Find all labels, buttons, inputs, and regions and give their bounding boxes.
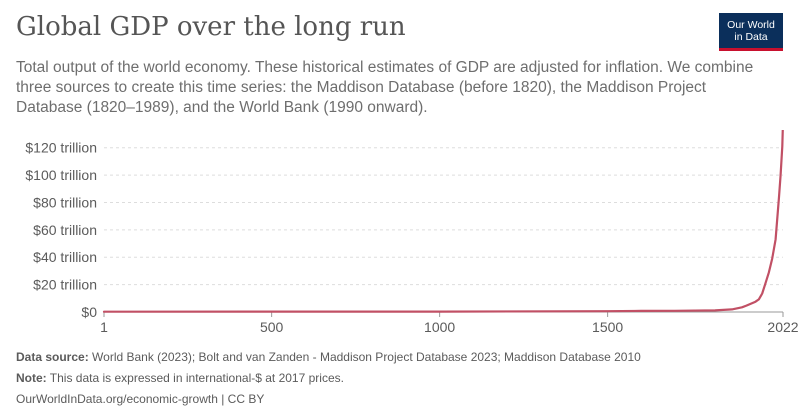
y-tick-label: $120 trillion [25, 140, 97, 156]
chart-subtitle: Total output of the world economy. These… [16, 59, 754, 116]
source-label: Data source: [16, 350, 89, 364]
x-tick-label: 1500 [592, 319, 623, 335]
chart-title: Global GDP over the long run [16, 12, 406, 42]
note-line: Note: This data is expressed in internat… [16, 371, 344, 385]
logo-line-1: Our World [727, 18, 775, 31]
data-source-line: Data source: World Bank (2023); Bolt and… [16, 350, 641, 364]
y-tick-label: $60 trillion [33, 222, 97, 238]
x-tick-label: 1000 [424, 319, 455, 335]
owid-logo[interactable]: Our World in Data [719, 13, 783, 51]
x-tick-label: 1 [100, 319, 108, 335]
gdp-line-chart: $0 $20 trillion $40 trillion $60 trillion $8… [25, 130, 799, 335]
source-text: World Bank (2023); Bolt and van Zanden -… [88, 350, 641, 364]
y-tick-label: $20 trillion [33, 277, 97, 293]
y-tick-label: $0 [81, 304, 97, 320]
note-label: Note: [16, 371, 47, 385]
gdp-series-line [102, 130, 784, 313]
logo-line-2: in Data [734, 30, 768, 43]
source-url[interactable]: OurWorldInData.org/economic-growth | CC … [16, 392, 265, 406]
y-tick-label: $40 trillion [33, 249, 97, 265]
y-tick-label: $100 trillion [25, 167, 97, 183]
y-tick-label: $80 trillion [33, 194, 97, 210]
note-text: This data is expressed in international-… [46, 371, 344, 385]
x-tick-label: 500 [260, 319, 284, 335]
x-tick-label: 2022 [767, 319, 798, 335]
